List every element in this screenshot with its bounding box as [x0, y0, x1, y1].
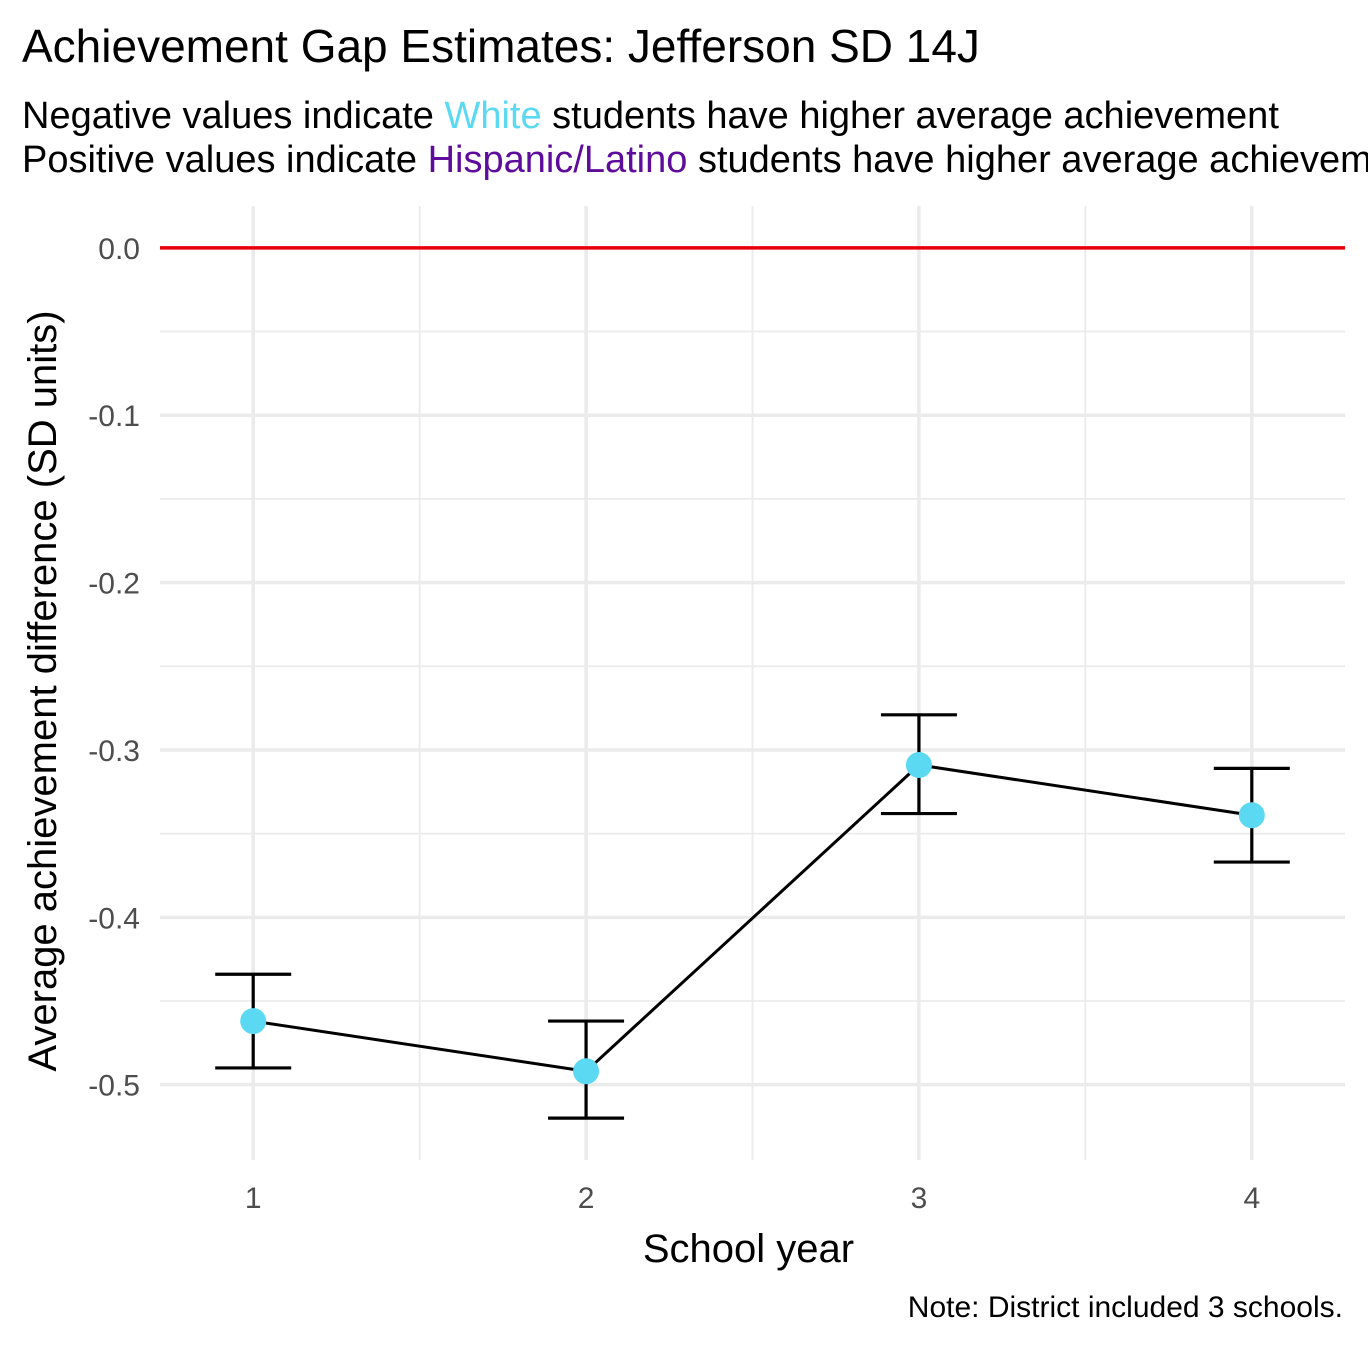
chart-caption: Note: District included 3 schools.: [907, 1291, 1343, 1324]
y-tick-label: 0.0: [98, 233, 140, 266]
subtitle-hispanic-highlight: Hispanic/Latino: [427, 139, 688, 181]
chart-title: Achievement Gap Estimates: Jefferson SD …: [22, 20, 980, 72]
series-line: [252, 763, 1253, 1073]
y-tick-label: -0.2: [88, 568, 140, 601]
subtitle-line-negative: Negative values indicate White students …: [22, 94, 1368, 138]
x-tick-label: 4: [1243, 1182, 1260, 1215]
y-tick-label: -0.3: [88, 735, 140, 768]
subtitle-negative-suffix: students have higher average achievement: [541, 95, 1279, 137]
x-tick-label: 3: [911, 1182, 928, 1215]
data-point: [1238, 802, 1265, 829]
x-tick-label: 1: [245, 1182, 262, 1215]
x-axis-title: School year: [643, 1227, 854, 1271]
data-point: [240, 1008, 267, 1035]
y-axis-title: Average achievement difference (SD units…: [21, 310, 65, 1071]
data-point: [905, 752, 932, 779]
chart-subtitle: Negative values indicate White students …: [22, 94, 1368, 182]
subtitle-positive-suffix: students have higher average achievement: [687, 139, 1368, 181]
subtitle-line-positive: Positive values indicate Hispanic/Latino…: [22, 138, 1368, 182]
subtitle-negative-prefix: Negative values indicate: [22, 95, 445, 137]
subtitle-positive-prefix: Positive values indicate: [22, 139, 428, 181]
data-point: [573, 1058, 600, 1085]
y-tick-label: -0.1: [88, 400, 140, 433]
subtitle-white-highlight: White: [444, 95, 542, 137]
y-tick-label: -0.4: [88, 902, 140, 935]
y-tick-label: -0.5: [88, 1070, 140, 1103]
x-tick-label: 2: [578, 1182, 595, 1215]
